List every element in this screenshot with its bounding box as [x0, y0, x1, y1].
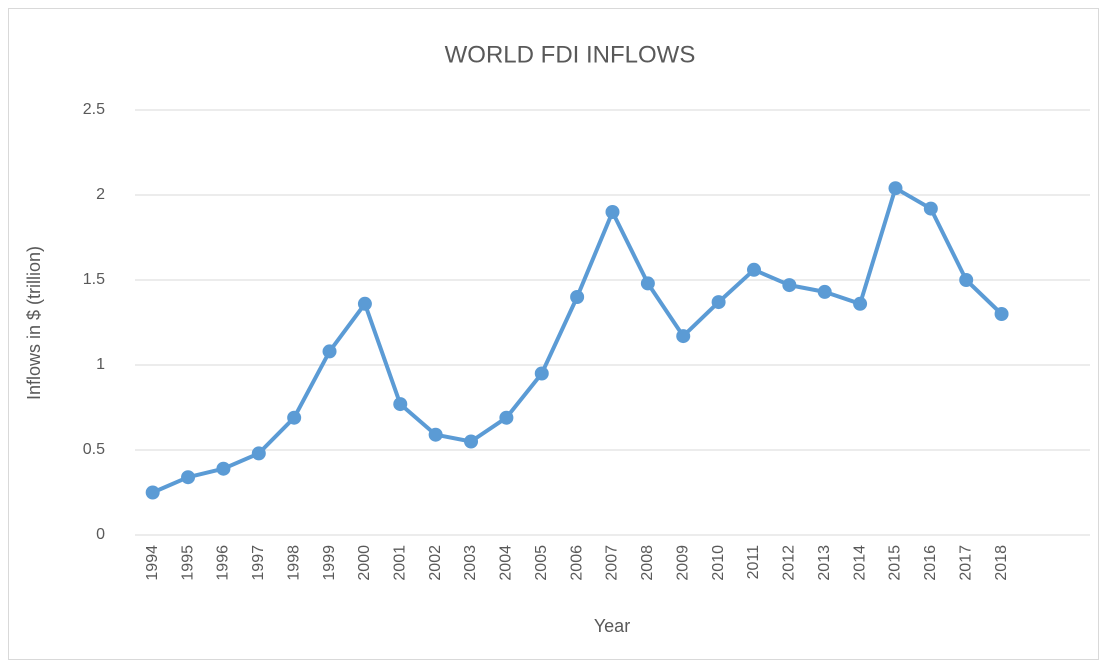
data-point: [959, 273, 974, 287]
x-tick-label: 2013: [816, 545, 833, 581]
data-point: [357, 296, 372, 311]
data-point: [888, 181, 903, 196]
y-tick-label: 2.5: [83, 101, 105, 118]
data-point: [711, 295, 726, 310]
data-point: [393, 397, 408, 412]
x-tick-label: 2015: [887, 545, 904, 581]
data-point: [605, 205, 620, 219]
x-tick-label: 2014: [851, 545, 868, 581]
data-point: [570, 290, 585, 304]
x-axis-label: Year: [594, 616, 630, 636]
data-point: [746, 262, 761, 277]
y-tick-label: 1.5: [83, 271, 105, 288]
x-tick-label: 2008: [639, 545, 656, 581]
x-tick-label: 2002: [427, 545, 444, 581]
y-axis-label: Inflows in $ (trillion): [24, 246, 44, 400]
data-point: [782, 278, 797, 293]
y-tick-label: 0.5: [83, 441, 105, 458]
x-tick-label: 2017: [957, 545, 974, 581]
x-tick-label: 2005: [533, 545, 550, 581]
y-tick-label: 0: [96, 526, 105, 543]
x-tick-label: 2018: [993, 545, 1010, 581]
data-point: [251, 446, 266, 461]
data-point: [817, 284, 832, 299]
data-point: [216, 461, 231, 476]
x-tick-label: 1999: [321, 545, 338, 581]
x-tick-label: 2006: [568, 545, 585, 581]
data-point: [923, 201, 938, 216]
x-tick-label: 2016: [922, 545, 939, 581]
chart-title: WORLD FDI INFLOWS: [445, 41, 696, 68]
data-point: [676, 329, 691, 344]
data-point: [181, 470, 196, 485]
data-point: [853, 296, 868, 311]
chart-border: [8, 8, 1099, 660]
x-tick-label: 2004: [498, 545, 515, 581]
x-tick-label: 2010: [710, 545, 727, 581]
x-tick-label: 1994: [144, 545, 161, 581]
x-tick-label: 2003: [462, 545, 479, 581]
data-point: [322, 344, 337, 359]
data-point: [464, 434, 479, 449]
data-point: [640, 276, 655, 291]
x-tick-label: 1997: [250, 545, 267, 581]
data-point: [499, 410, 514, 425]
x-tick-label: 2001: [391, 545, 408, 581]
data-point: [534, 366, 549, 381]
x-tick-label: 1998: [285, 545, 302, 581]
data-point: [287, 410, 302, 425]
y-tick-label: 2: [96, 186, 105, 203]
x-tick-label: 1995: [179, 545, 196, 581]
x-tick-label: 2000: [356, 545, 373, 581]
x-tick-label: 1996: [215, 545, 232, 581]
data-point: [994, 307, 1009, 321]
x-tick-label: 2011: [745, 545, 762, 580]
data-point: [428, 427, 443, 442]
x-tick-label: 2009: [674, 545, 691, 581]
x-tick-label: 2007: [604, 545, 621, 581]
y-tick-label: 1: [96, 356, 105, 373]
data-point: [145, 485, 160, 500]
x-tick-label: 2012: [781, 545, 798, 581]
